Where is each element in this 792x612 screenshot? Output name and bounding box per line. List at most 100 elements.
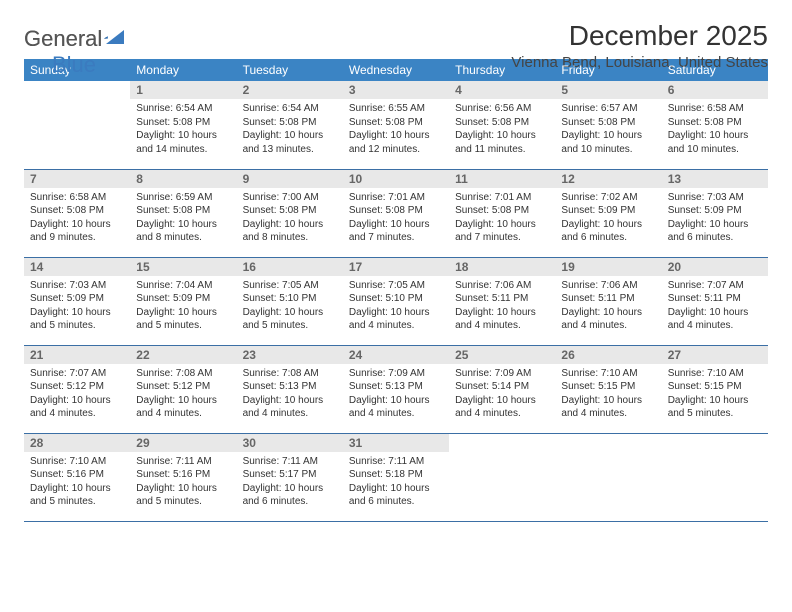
day-data: Sunrise: 7:04 AMSunset: 5:09 PMDaylight:… xyxy=(130,276,236,337)
day-number: 28 xyxy=(24,434,130,452)
day-cell: 26Sunrise: 7:10 AMSunset: 5:15 PMDayligh… xyxy=(555,345,661,433)
day-data: Sunrise: 7:10 AMSunset: 5:15 PMDaylight:… xyxy=(662,364,768,425)
daylight-text: Daylight: 10 hours and 4 minutes. xyxy=(455,306,549,333)
day-number xyxy=(662,434,768,438)
daylight-text: Daylight: 10 hours and 8 minutes. xyxy=(243,218,337,245)
title-block: December 2025 Vienna Bend, Louisiana, Un… xyxy=(511,20,768,71)
day-cell: 13Sunrise: 7:03 AMSunset: 5:09 PMDayligh… xyxy=(662,169,768,257)
sunset-text: Sunset: 5:10 PM xyxy=(243,292,337,306)
day-cell: 5Sunrise: 6:57 AMSunset: 5:08 PMDaylight… xyxy=(555,81,661,169)
day-data: Sunrise: 6:54 AMSunset: 5:08 PMDaylight:… xyxy=(130,99,236,160)
day-cell: 17Sunrise: 7:05 AMSunset: 5:10 PMDayligh… xyxy=(343,257,449,345)
daylight-text: Daylight: 10 hours and 10 minutes. xyxy=(561,129,655,156)
day-cell: 31Sunrise: 7:11 AMSunset: 5:18 PMDayligh… xyxy=(343,433,449,521)
day-cell: 21Sunrise: 7:07 AMSunset: 5:12 PMDayligh… xyxy=(24,345,130,433)
day-data: Sunrise: 7:03 AMSunset: 5:09 PMDaylight:… xyxy=(24,276,130,337)
sunrise-text: Sunrise: 7:04 AM xyxy=(136,279,230,293)
day-number: 27 xyxy=(662,346,768,364)
sunset-text: Sunset: 5:13 PM xyxy=(243,380,337,394)
sunset-text: Sunset: 5:15 PM xyxy=(668,380,762,394)
day-number: 16 xyxy=(237,258,343,276)
sunrise-text: Sunrise: 7:09 AM xyxy=(455,367,549,381)
day-number: 8 xyxy=(130,170,236,188)
day-number: 10 xyxy=(343,170,449,188)
sunrise-text: Sunrise: 7:07 AM xyxy=(30,367,124,381)
daylight-text: Daylight: 10 hours and 5 minutes. xyxy=(243,306,337,333)
daylight-text: Daylight: 10 hours and 10 minutes. xyxy=(668,129,762,156)
day-cell: 8Sunrise: 6:59 AMSunset: 5:08 PMDaylight… xyxy=(130,169,236,257)
sunset-text: Sunset: 5:09 PM xyxy=(136,292,230,306)
sunset-text: Sunset: 5:08 PM xyxy=(349,204,443,218)
day-cell: 19Sunrise: 7:06 AMSunset: 5:11 PMDayligh… xyxy=(555,257,661,345)
day-number xyxy=(449,434,555,438)
day-number: 7 xyxy=(24,170,130,188)
daylight-text: Daylight: 10 hours and 5 minutes. xyxy=(136,306,230,333)
day-cell: 6Sunrise: 6:58 AMSunset: 5:08 PMDaylight… xyxy=(662,81,768,169)
day-cell: 20Sunrise: 7:07 AMSunset: 5:11 PMDayligh… xyxy=(662,257,768,345)
sunrise-text: Sunrise: 7:11 AM xyxy=(243,455,337,469)
sunset-text: Sunset: 5:09 PM xyxy=(561,204,655,218)
sunrise-text: Sunrise: 7:01 AM xyxy=(349,191,443,205)
day-data: Sunrise: 7:09 AMSunset: 5:13 PMDaylight:… xyxy=(343,364,449,425)
day-cell: 30Sunrise: 7:11 AMSunset: 5:17 PMDayligh… xyxy=(237,433,343,521)
day-data: Sunrise: 7:07 AMSunset: 5:11 PMDaylight:… xyxy=(662,276,768,337)
day-data: Sunrise: 7:09 AMSunset: 5:14 PMDaylight:… xyxy=(449,364,555,425)
calendar-table: Sunday Monday Tuesday Wednesday Thursday… xyxy=(24,59,768,522)
day-cell: 3Sunrise: 6:55 AMSunset: 5:08 PMDaylight… xyxy=(343,81,449,169)
sunrise-text: Sunrise: 7:11 AM xyxy=(136,455,230,469)
sunrise-text: Sunrise: 7:08 AM xyxy=(243,367,337,381)
day-number: 13 xyxy=(662,170,768,188)
week-row: 28Sunrise: 7:10 AMSunset: 5:16 PMDayligh… xyxy=(24,433,768,521)
sunrise-text: Sunrise: 7:09 AM xyxy=(349,367,443,381)
sunrise-text: Sunrise: 6:54 AM xyxy=(136,102,230,116)
sunrise-text: Sunrise: 6:57 AM xyxy=(561,102,655,116)
day-number: 12 xyxy=(555,170,661,188)
day-data: Sunrise: 7:11 AMSunset: 5:18 PMDaylight:… xyxy=(343,452,449,513)
day-data: Sunrise: 7:06 AMSunset: 5:11 PMDaylight:… xyxy=(555,276,661,337)
sunrise-text: Sunrise: 6:54 AM xyxy=(243,102,337,116)
day-cell: 9Sunrise: 7:00 AMSunset: 5:08 PMDaylight… xyxy=(237,169,343,257)
day-number: 29 xyxy=(130,434,236,452)
sunset-text: Sunset: 5:09 PM xyxy=(668,204,762,218)
location-text: Vienna Bend, Louisiana, United States xyxy=(511,54,768,71)
day-number: 6 xyxy=(662,81,768,99)
day-cell: 1Sunrise: 6:54 AMSunset: 5:08 PMDaylight… xyxy=(130,81,236,169)
daylight-text: Daylight: 10 hours and 7 minutes. xyxy=(455,218,549,245)
sunrise-text: Sunrise: 7:05 AM xyxy=(349,279,443,293)
daylight-text: Daylight: 10 hours and 4 minutes. xyxy=(561,394,655,421)
day-data: Sunrise: 6:59 AMSunset: 5:08 PMDaylight:… xyxy=(130,188,236,249)
day-number: 25 xyxy=(449,346,555,364)
logo-row: General Blue xyxy=(24,26,126,78)
day-number: 14 xyxy=(24,258,130,276)
day-number: 24 xyxy=(343,346,449,364)
sunrise-text: Sunrise: 6:59 AM xyxy=(136,191,230,205)
daylight-text: Daylight: 10 hours and 4 minutes. xyxy=(455,394,549,421)
sunrise-text: Sunrise: 7:10 AM xyxy=(668,367,762,381)
sunset-text: Sunset: 5:17 PM xyxy=(243,468,337,482)
daylight-text: Daylight: 10 hours and 14 minutes. xyxy=(136,129,230,156)
day-number: 9 xyxy=(237,170,343,188)
day-data: Sunrise: 6:55 AMSunset: 5:08 PMDaylight:… xyxy=(343,99,449,160)
day-data: Sunrise: 6:56 AMSunset: 5:08 PMDaylight:… xyxy=(449,99,555,160)
day-number: 22 xyxy=(130,346,236,364)
sunset-text: Sunset: 5:08 PM xyxy=(243,204,337,218)
calendar-body: 1Sunrise: 6:54 AMSunset: 5:08 PMDaylight… xyxy=(24,81,768,521)
day-cell xyxy=(24,81,130,169)
daylight-text: Daylight: 10 hours and 4 minutes. xyxy=(668,306,762,333)
sunrise-text: Sunrise: 7:07 AM xyxy=(668,279,762,293)
day-cell: 14Sunrise: 7:03 AMSunset: 5:09 PMDayligh… xyxy=(24,257,130,345)
daylight-text: Daylight: 10 hours and 4 minutes. xyxy=(243,394,337,421)
day-number: 23 xyxy=(237,346,343,364)
day-data: Sunrise: 7:06 AMSunset: 5:11 PMDaylight:… xyxy=(449,276,555,337)
day-cell: 11Sunrise: 7:01 AMSunset: 5:08 PMDayligh… xyxy=(449,169,555,257)
day-number: 4 xyxy=(449,81,555,99)
day-number: 3 xyxy=(343,81,449,99)
daylight-text: Daylight: 10 hours and 13 minutes. xyxy=(243,129,337,156)
daylight-text: Daylight: 10 hours and 8 minutes. xyxy=(136,218,230,245)
day-data: Sunrise: 7:08 AMSunset: 5:13 PMDaylight:… xyxy=(237,364,343,425)
day-cell: 23Sunrise: 7:08 AMSunset: 5:13 PMDayligh… xyxy=(237,345,343,433)
day-cell: 18Sunrise: 7:06 AMSunset: 5:11 PMDayligh… xyxy=(449,257,555,345)
sunset-text: Sunset: 5:11 PM xyxy=(668,292,762,306)
week-row: 7Sunrise: 6:58 AMSunset: 5:08 PMDaylight… xyxy=(24,169,768,257)
day-cell: 27Sunrise: 7:10 AMSunset: 5:15 PMDayligh… xyxy=(662,345,768,433)
